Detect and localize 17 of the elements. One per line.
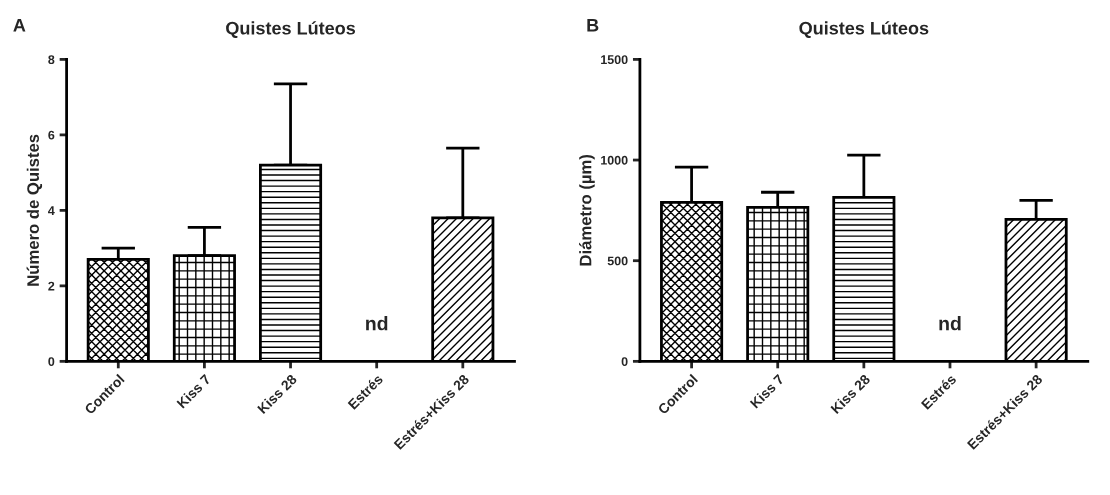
y-tick-label: 500: [607, 256, 628, 266]
y-tick-label: 0: [48, 357, 55, 366]
y-tick-label: 2: [48, 281, 55, 291]
text: A: [13, 19, 26, 32]
chart-title: Quistes Lúteos: [799, 21, 929, 38]
y-axis-title: Número de Quistes: [26, 134, 43, 286]
y-axis-title: Diámetro (µm): [579, 155, 595, 266]
text: B: [587, 19, 599, 32]
chart-title: Quistes Lúteos: [226, 21, 356, 38]
y-tick-label: 0: [621, 357, 628, 366]
y-tick-label: 1000: [601, 155, 628, 165]
y-tick-label: 8: [48, 55, 55, 65]
y-tick-label: 6: [48, 130, 55, 140]
y-tick-label: 1500: [601, 55, 628, 65]
annotation: nd: [366, 316, 388, 331]
y-tick-label: 4: [48, 206, 55, 215]
annotation: nd: [939, 316, 961, 331]
